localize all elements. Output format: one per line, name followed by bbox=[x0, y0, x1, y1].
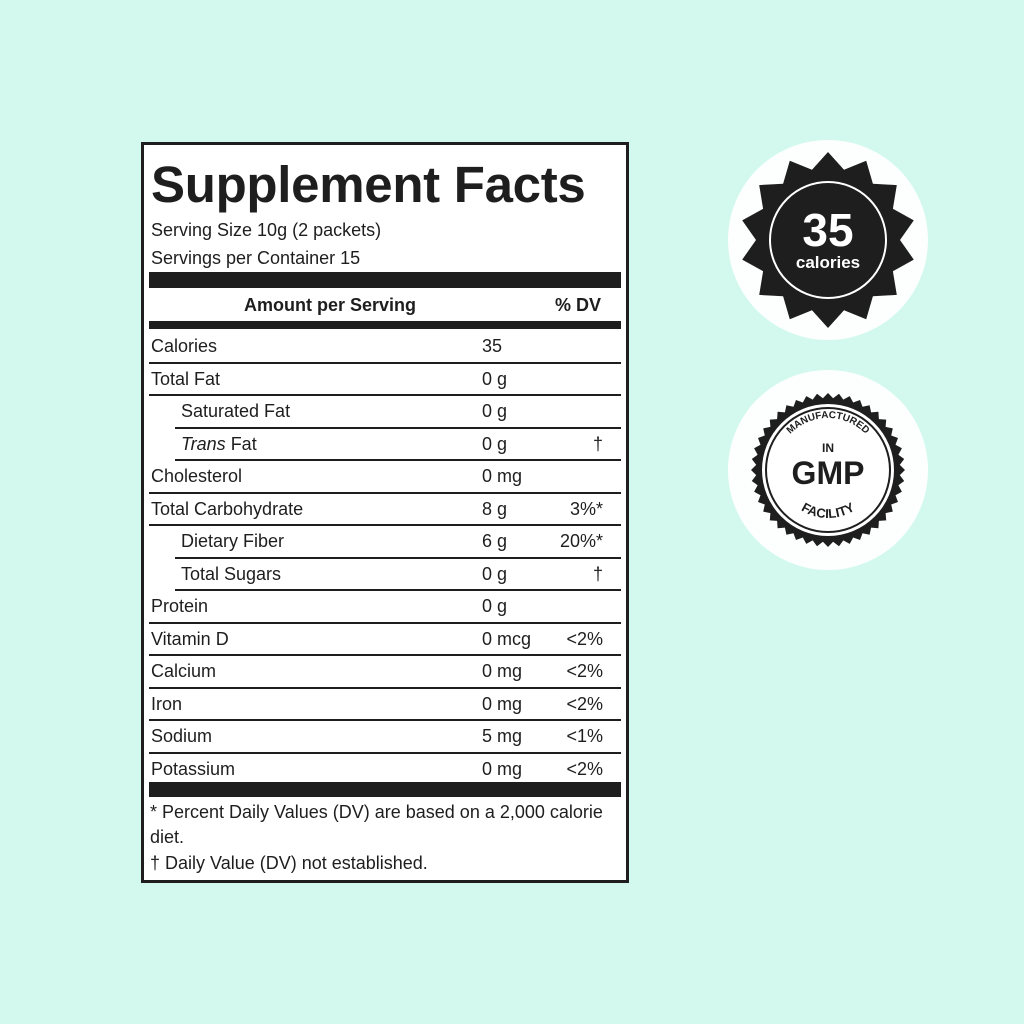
nutrient-name: Total Carbohydrate bbox=[151, 498, 304, 519]
nutrient-dv: † bbox=[592, 563, 603, 584]
nutrient-row: Cholesterol 0 mg bbox=[149, 461, 621, 494]
nutrient-name: Protein bbox=[151, 596, 209, 616]
nutrient-name: Dietary Fiber bbox=[181, 531, 285, 551]
nutrient-name: Saturated Fat bbox=[181, 401, 291, 421]
nutrient-amount: 0 mcg bbox=[482, 628, 532, 649]
nutrient-amount: 0 mg bbox=[482, 758, 523, 779]
nutrient-name: Cholesterol bbox=[151, 466, 243, 486]
nutrient-dv: <2% bbox=[566, 758, 603, 779]
nutrient-name: Total Fat bbox=[151, 368, 221, 389]
nutrient-name: Sodium bbox=[151, 726, 213, 746]
gmp-badge: MANUFACTURED IN GMP FACILITY bbox=[728, 370, 928, 570]
nutrient-amount: 0 g bbox=[482, 401, 508, 421]
thick-divider bbox=[149, 272, 621, 288]
nutrient-dv: † bbox=[592, 433, 603, 454]
nutrient-row: Iron 0 mg <2% bbox=[149, 689, 621, 721]
nutrient-amount: 0 g bbox=[482, 596, 508, 616]
header-amount: Amount per Serving bbox=[244, 295, 417, 315]
nutrient-amount: 5 mg bbox=[482, 726, 523, 746]
nutrient-row: Dietary Fiber 6 g 20%* bbox=[175, 526, 621, 559]
footnote-dagger: † Daily Value (DV) not established. bbox=[150, 853, 428, 873]
gmp-seal-icon: MANUFACTURED IN GMP FACILITY bbox=[751, 393, 905, 547]
gmp-bottom-text: FACILITY bbox=[799, 499, 857, 521]
starburst-seal-icon: 35 calories bbox=[742, 152, 914, 328]
nutrient-name: Iron bbox=[151, 693, 183, 714]
nutrient-amount: 8 g bbox=[482, 498, 508, 519]
nutrient-name: Total Sugars bbox=[181, 563, 282, 584]
nutrient-row: Sodium 5 mg <1% bbox=[149, 721, 621, 754]
nutrient-row: Saturated Fat 0 g bbox=[175, 396, 621, 429]
nutrient-amount: 0 mg bbox=[482, 661, 523, 681]
calories-number: 35 bbox=[802, 204, 853, 256]
calories-unit: calories bbox=[796, 253, 860, 272]
nutrient-name: Potassium bbox=[151, 758, 236, 779]
nutrient-amount: 0 g bbox=[482, 368, 508, 389]
medium-divider bbox=[149, 321, 621, 329]
nutrient-row: Total Sugars 0 g † bbox=[175, 559, 621, 591]
servings-per-container: Servings per Container 15 bbox=[151, 248, 361, 268]
nutrient-row: Vitamin D 0 mcg <2% bbox=[149, 624, 621, 656]
header-dv: % DV bbox=[555, 295, 602, 315]
nutrient-row: Calcium 0 mg <2% bbox=[149, 656, 621, 689]
nutrient-name-italic: Trans bbox=[181, 433, 226, 454]
nutrient-amount: 35 bbox=[482, 336, 503, 356]
nutrient-dv: <2% bbox=[566, 628, 603, 649]
label-title: Supplement Facts bbox=[151, 156, 586, 213]
nutrient-amount: 0 g bbox=[482, 433, 508, 454]
nutrient-name-suffix: Fat bbox=[225, 433, 257, 454]
serving-size: Serving Size 10g (2 packets) bbox=[151, 220, 382, 240]
nutrient-row: Total Fat 0 g bbox=[149, 364, 621, 396]
nutrient-row: Trans Fat 0 g † bbox=[175, 429, 621, 461]
nutrient-amount: 0 mg bbox=[482, 466, 523, 486]
nutrient-dv: <1% bbox=[566, 726, 603, 746]
nutrient-rows: Calories 35 Total Fat 0 g Saturated Fat 0 g Tr… bbox=[149, 331, 621, 786]
nutrient-dv: 3%* bbox=[569, 498, 603, 519]
nutrient-dv: 20%* bbox=[559, 531, 603, 551]
nutrient-name: Calcium bbox=[151, 661, 217, 681]
nutrient-name: Vitamin D bbox=[151, 628, 229, 649]
bottom-divider bbox=[149, 782, 621, 797]
nutrient-amount: 0 g bbox=[482, 563, 508, 584]
nutrient-amount: 6 g bbox=[482, 531, 508, 551]
gmp-main-text: GMP bbox=[792, 455, 865, 491]
footnote-dv: * Percent Daily Values (DV) are based on… bbox=[150, 802, 603, 847]
nutrient-row: Protein 0 g bbox=[149, 591, 621, 624]
nutrient-name: Trans Fat bbox=[181, 434, 257, 455]
nutrient-dv: <2% bbox=[566, 661, 603, 681]
supplement-facts-label: Supplement Facts Serving Size 10g (2 pac… bbox=[141, 142, 629, 883]
nutrient-amount: 0 mg bbox=[482, 693, 523, 714]
nutrient-name: Calories bbox=[151, 336, 218, 356]
nutrient-dv: <2% bbox=[566, 693, 603, 714]
svg-text:FACILITY: FACILITY bbox=[799, 499, 857, 521]
calories-badge: 35 calories bbox=[728, 140, 928, 340]
nutrient-row: Total Carbohydrate 8 g 3%* bbox=[149, 494, 621, 526]
gmp-in-text: IN bbox=[822, 441, 834, 455]
nutrient-row: Calories 35 bbox=[149, 331, 621, 364]
